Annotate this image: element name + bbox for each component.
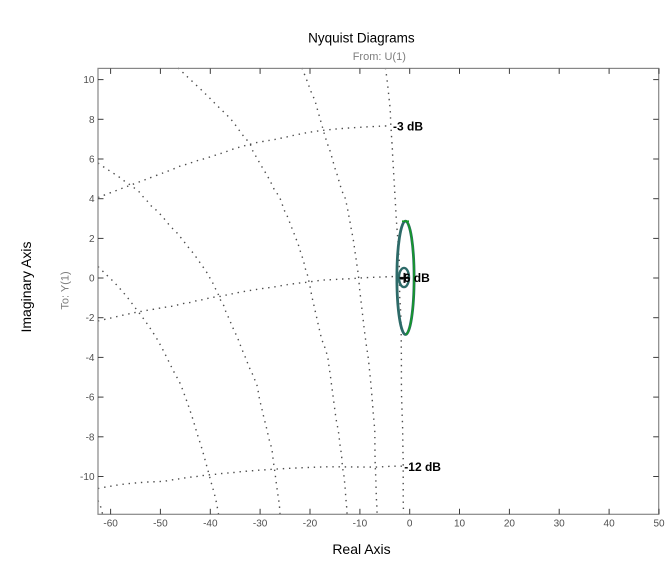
svg-text:-20: -20 <box>303 519 318 530</box>
svg-text:To: Y(1): To: Y(1) <box>60 271 72 309</box>
svg-text:Nyquist Diagrams: Nyquist Diagrams <box>308 30 415 45</box>
svg-text:-60: -60 <box>103 519 118 530</box>
svg-text:-10: -10 <box>80 472 95 483</box>
svg-text:30: 30 <box>554 519 566 530</box>
svg-text:From: U(1): From: U(1) <box>353 51 406 63</box>
svg-text:4: 4 <box>89 194 95 205</box>
svg-text:0: 0 <box>89 274 95 285</box>
svg-text:6: 6 <box>89 155 95 166</box>
svg-text:-10: -10 <box>353 519 368 530</box>
svg-text:-8: -8 <box>86 432 95 443</box>
svg-text:0: 0 <box>407 519 413 530</box>
svg-text:-30: -30 <box>253 519 268 530</box>
svg-text:-12 dB: -12 dB <box>404 460 441 474</box>
svg-text:-40: -40 <box>203 519 218 530</box>
svg-text:-6 dB: -6 dB <box>400 271 430 285</box>
svg-text:50: 50 <box>653 519 665 530</box>
svg-text:Real Axis: Real Axis <box>332 541 390 557</box>
svg-text:10: 10 <box>83 75 95 86</box>
svg-text:-4: -4 <box>86 353 95 364</box>
svg-text:20: 20 <box>504 519 516 530</box>
svg-text:2: 2 <box>89 234 95 245</box>
svg-text:-6: -6 <box>86 393 95 404</box>
svg-text:10: 10 <box>454 519 466 530</box>
svg-text:-3 dB: -3 dB <box>393 120 423 134</box>
svg-text:-50: -50 <box>153 519 168 530</box>
svg-text:Imaginary Axis: Imaginary Axis <box>18 241 34 332</box>
svg-text:40: 40 <box>604 519 616 530</box>
svg-text:8: 8 <box>89 115 95 126</box>
svg-text:-2: -2 <box>86 313 95 324</box>
